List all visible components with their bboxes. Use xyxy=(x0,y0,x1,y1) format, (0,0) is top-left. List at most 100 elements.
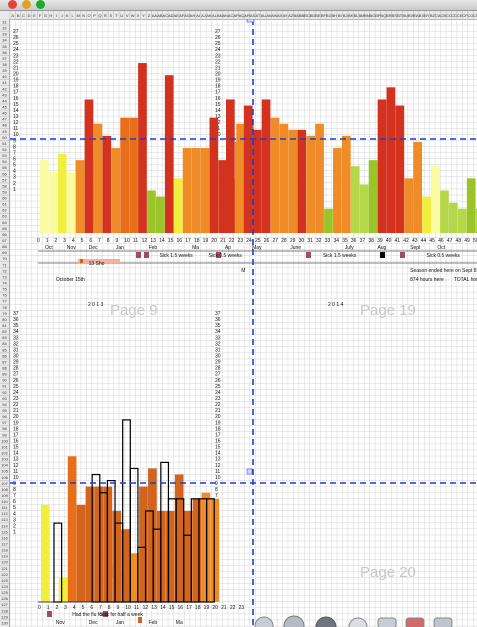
dock-app-icon[interactable] xyxy=(377,617,397,627)
column-label[interactable]: AY xyxy=(283,13,288,18)
column-label[interactable]: AM xyxy=(217,13,223,18)
minimize-button[interactable] xyxy=(22,0,31,9)
column-label[interactable]: BV xyxy=(408,13,414,18)
row-label[interactable]: 82 xyxy=(2,329,7,334)
column-label[interactable]: CH xyxy=(473,13,477,18)
column-label[interactable]: L xyxy=(72,13,75,18)
column-label[interactable]: C xyxy=(22,13,25,18)
row-label[interactable]: 51 xyxy=(2,141,7,146)
row-label[interactable]: 34 xyxy=(2,38,7,43)
column-label[interactable]: S xyxy=(109,13,112,18)
row-label[interactable]: 90 xyxy=(2,378,7,383)
row-label[interactable]: 44 xyxy=(2,98,7,103)
row-label[interactable]: 99 xyxy=(2,432,7,437)
column-label[interactable]: AV xyxy=(266,13,271,18)
column-label[interactable]: AQ xyxy=(239,13,245,18)
row-label[interactable]: 53 xyxy=(2,153,7,158)
row-label[interactable]: 32 xyxy=(2,26,7,31)
column-label[interactable]: BK xyxy=(348,13,354,18)
column-label[interactable]: AF xyxy=(179,13,185,18)
row-label[interactable]: 69 xyxy=(2,250,7,255)
column-label[interactable]: G xyxy=(44,13,47,18)
row-label[interactable]: 42 xyxy=(2,86,7,91)
row-label[interactable]: 76 xyxy=(2,293,7,298)
row-label[interactable]: 87 xyxy=(2,359,7,364)
row-label[interactable]: 62 xyxy=(2,208,7,213)
row-label[interactable]: 66 xyxy=(2,232,7,237)
row-label[interactable]: 55 xyxy=(2,165,7,170)
row-label[interactable]: 127 xyxy=(1,602,8,607)
column-label[interactable]: D xyxy=(28,13,31,18)
row-label[interactable]: 97 xyxy=(2,420,7,425)
row-label[interactable]: 63 xyxy=(2,214,7,219)
row-label[interactable]: 50 xyxy=(2,135,7,140)
column-label[interactable]: V xyxy=(126,13,129,18)
column-label[interactable]: I xyxy=(56,13,57,18)
row-label[interactable]: 78 xyxy=(2,305,7,310)
column-label[interactable]: BZ xyxy=(430,13,436,18)
row-label[interactable]: 95 xyxy=(2,408,7,413)
row-label[interactable]: 67 xyxy=(2,238,7,243)
column-label[interactable]: BU xyxy=(402,13,408,18)
column-label[interactable]: BS xyxy=(392,13,398,18)
row-label[interactable]: 118 xyxy=(1,548,8,553)
column-label[interactable]: AU xyxy=(261,13,267,18)
column-label[interactable]: AE xyxy=(174,13,180,18)
row-label[interactable]: 130 xyxy=(1,620,8,625)
column-label[interactable]: T xyxy=(115,13,118,18)
row-label[interactable]: 103 xyxy=(1,457,8,462)
row-label[interactable]: 107 xyxy=(1,481,8,486)
column-label[interactable]: AB xyxy=(157,13,163,18)
row-label[interactable]: 71 xyxy=(2,262,7,267)
row-label[interactable]: 80 xyxy=(2,317,7,322)
column-label[interactable]: BC xyxy=(304,13,310,18)
row-label[interactable]: 88 xyxy=(2,365,7,370)
spreadsheet-grid[interactable]: 2726252423222120191817161514131211109876… xyxy=(10,19,477,627)
column-label[interactable]: B xyxy=(17,13,20,18)
column-label[interactable]: BR xyxy=(386,13,392,18)
row-label[interactable]: 124 xyxy=(1,584,8,589)
column-label[interactable]: CF xyxy=(462,13,468,18)
row-label[interactable]: 54 xyxy=(2,159,7,164)
zoom-button[interactable] xyxy=(36,0,45,9)
column-label[interactable]: CC xyxy=(446,13,452,18)
row-label[interactable]: 106 xyxy=(1,475,8,480)
row-label[interactable]: 68 xyxy=(2,244,7,249)
row-label[interactable]: 105 xyxy=(1,469,8,474)
dock-app-icon[interactable] xyxy=(348,617,368,627)
row-label[interactable]: 109 xyxy=(1,493,8,498)
column-label[interactable]: BE xyxy=(315,13,321,18)
row-label[interactable]: 85 xyxy=(2,347,7,352)
column-label[interactable]: Q xyxy=(98,13,101,18)
column-label[interactable]: AA xyxy=(152,13,158,18)
row-label[interactable]: 104 xyxy=(1,463,8,468)
column-label[interactable]: AZ xyxy=(288,13,294,18)
column-label[interactable]: BH xyxy=(331,13,337,18)
column-label[interactable]: BX xyxy=(419,13,425,18)
column-label[interactable]: BP xyxy=(375,13,381,18)
row-label[interactable]: 70 xyxy=(2,256,7,261)
column-label[interactable]: AK xyxy=(206,13,212,18)
column-label[interactable]: E xyxy=(33,13,36,18)
row-label[interactable]: 92 xyxy=(2,390,7,395)
row-label[interactable]: 100 xyxy=(1,438,8,443)
row-label[interactable]: 73 xyxy=(2,274,7,279)
column-label[interactable]: K xyxy=(66,13,69,18)
column-label[interactable]: O xyxy=(87,13,90,18)
row-label[interactable]: 49 xyxy=(2,129,7,134)
column-label[interactable]: BA xyxy=(293,13,299,18)
column-label[interactable]: AW xyxy=(271,13,278,18)
row-label[interactable]: 119 xyxy=(1,554,8,559)
row-label[interactable]: 75 xyxy=(2,287,7,292)
column-label[interactable]: BL xyxy=(354,13,360,18)
column-label[interactable]: CE xyxy=(457,13,463,18)
row-label[interactable]: 112 xyxy=(1,511,8,516)
row-label[interactable]: 93 xyxy=(2,396,7,401)
column-label[interactable]: BJ xyxy=(343,13,348,18)
row-label[interactable]: 101 xyxy=(1,444,8,449)
column-label[interactable]: M xyxy=(76,13,79,18)
column-label[interactable]: AC xyxy=(163,13,169,18)
row-label[interactable]: 116 xyxy=(1,535,8,540)
row-label[interactable]: 38 xyxy=(2,62,7,67)
column-label[interactable]: BM xyxy=(359,13,365,18)
